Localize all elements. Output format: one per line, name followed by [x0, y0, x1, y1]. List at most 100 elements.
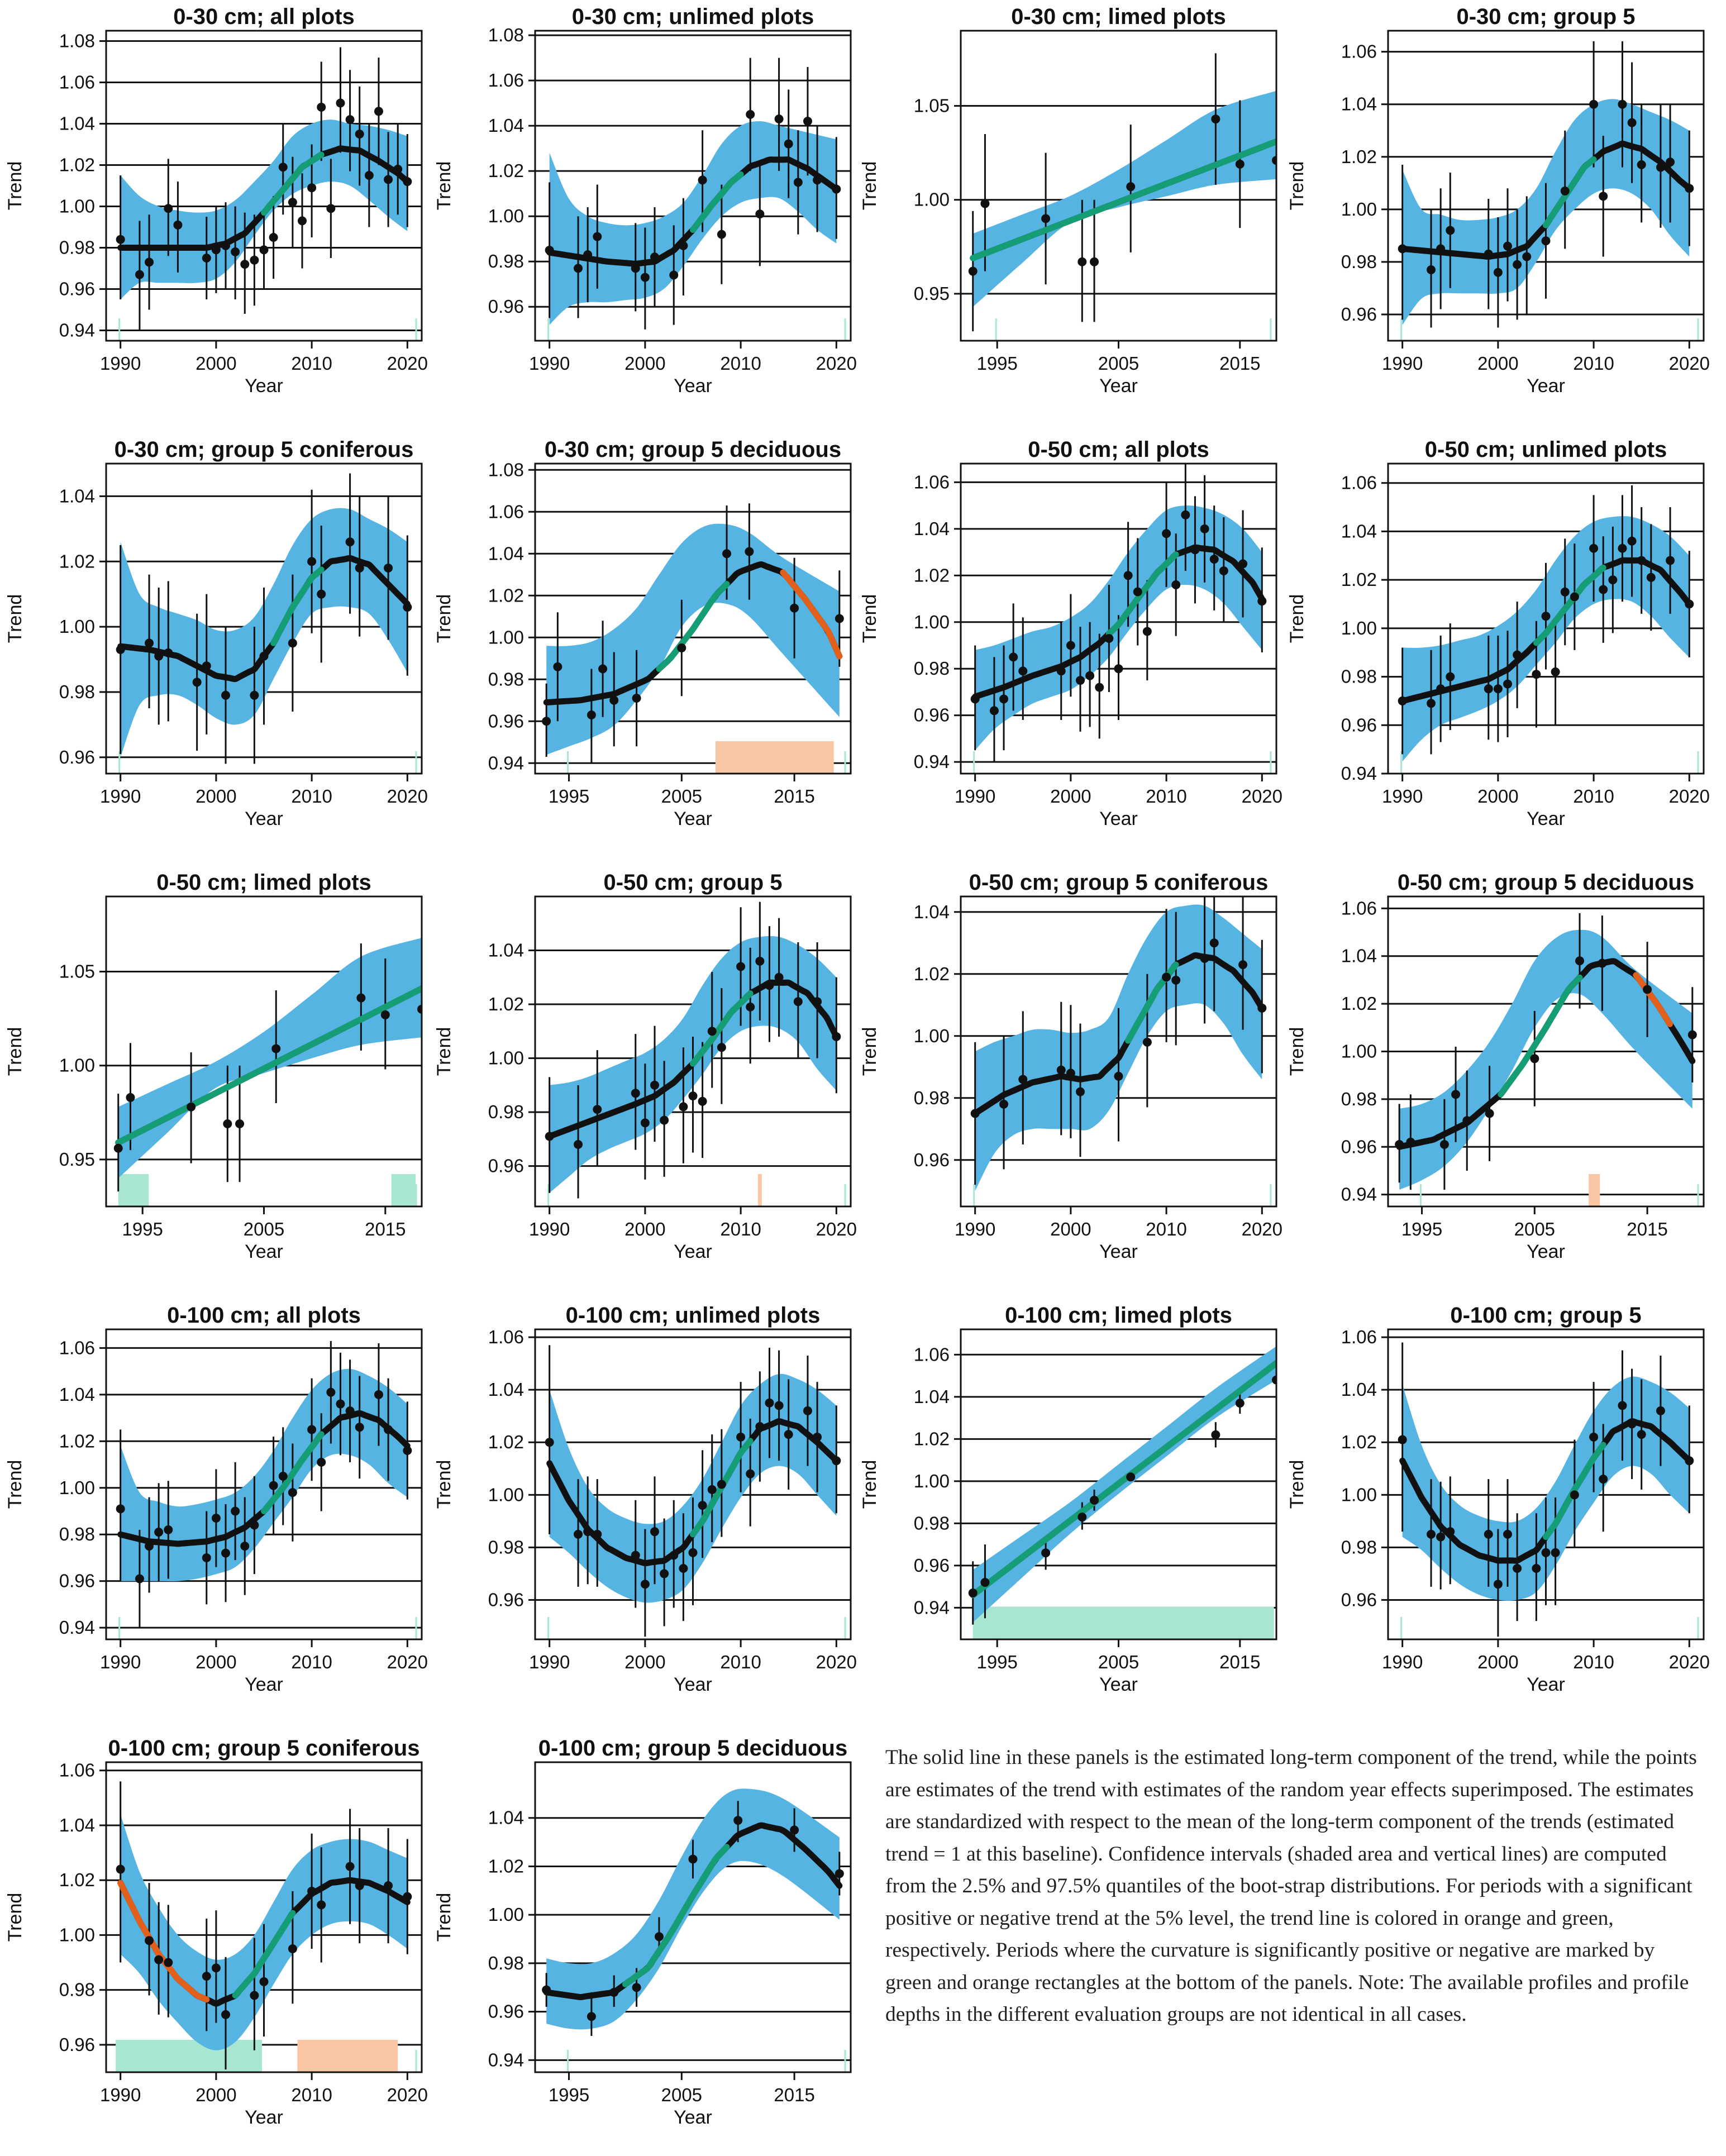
y-tick-label: 0.96 — [914, 1149, 950, 1170]
panel-title: 0-30 cm; limed plots — [1011, 4, 1226, 29]
y-tick-label: 1.06 — [914, 471, 950, 492]
data-point — [1685, 1456, 1694, 1466]
data-point — [1200, 524, 1209, 533]
data-point — [374, 1390, 383, 1399]
data-point — [384, 175, 393, 184]
data-point — [154, 651, 164, 661]
data-point — [1200, 954, 1209, 963]
confidence-band — [546, 523, 840, 755]
y-tick-label: 0.98 — [59, 1979, 95, 2000]
data-point — [1560, 587, 1570, 597]
data-point — [145, 1542, 154, 1551]
x-axis-label: Year — [245, 1674, 283, 1695]
data-point — [980, 199, 990, 208]
y-tick-label: 1.04 — [488, 940, 524, 961]
data-point — [1589, 543, 1599, 553]
data-point — [364, 171, 374, 180]
data-point — [1219, 566, 1228, 575]
y-axis-label: Trend — [1286, 1460, 1308, 1509]
plot-area — [116, 47, 417, 341]
data-point — [1484, 249, 1493, 259]
data-point — [1209, 938, 1219, 948]
data-point — [1618, 99, 1627, 109]
data-point — [187, 1102, 196, 1112]
data-point — [587, 710, 596, 719]
data-point — [980, 1578, 990, 1587]
x-tick-label: 2020 — [1669, 1652, 1710, 1672]
data-point — [1009, 652, 1018, 662]
panel: 0-50 cm; unlimed plots 0.94 0.96 0.98 1.00 1.… — [1286, 437, 1710, 829]
confidence-band — [549, 121, 837, 325]
y-tick-label: 0.95 — [914, 283, 950, 304]
data-point — [790, 1825, 799, 1835]
x-tick-label: 2000 — [624, 1219, 665, 1239]
data-point — [803, 117, 812, 126]
data-point — [269, 233, 278, 242]
data-point — [1685, 599, 1694, 609]
x-tick-label: 2010 — [291, 2085, 332, 2105]
curvature-rect — [715, 741, 834, 774]
data-point — [835, 614, 844, 623]
curvature-rect — [972, 1607, 1274, 1639]
y-tick-label: 1.06 — [59, 1337, 95, 1358]
y-tick-label: 1.04 — [488, 543, 524, 564]
y-tick-label: 0.94 — [914, 1597, 950, 1618]
data-point — [355, 130, 364, 139]
x-tick-label: 2005 — [244, 1219, 284, 1239]
data-point — [1076, 676, 1085, 685]
x-tick-label: 2000 — [624, 353, 665, 374]
panel: 0-100 cm; all plots 0.94 0.96 0.98 1.00 1.02 1… — [4, 1303, 428, 1695]
x-tick-label: 2020 — [816, 1219, 857, 1239]
data-point — [223, 1119, 232, 1128]
trend-green-segment — [970, 139, 1276, 261]
data-point — [553, 662, 562, 671]
data-point — [755, 956, 765, 966]
data-point — [326, 204, 336, 213]
y-tick-label: 1.00 — [1341, 1484, 1377, 1505]
panel: 0-100 cm; unlimed plots 0.96 0.98 1.00 1.02 1… — [433, 1303, 857, 1695]
y-axis-label: Trend — [1286, 594, 1308, 643]
data-point — [1126, 182, 1136, 192]
plot-frame — [534, 30, 852, 342]
data-point — [679, 1564, 688, 1573]
data-point — [1451, 1090, 1461, 1099]
data-point — [774, 1401, 784, 1410]
x-tick-label: 1995 — [122, 1219, 163, 1239]
confidence-band — [1402, 1376, 1690, 1601]
data-point — [1666, 158, 1675, 167]
data-point — [999, 1099, 1009, 1109]
y-tick-label: 1.02 — [59, 1869, 95, 1890]
data-point — [746, 1002, 755, 1012]
data-point — [250, 690, 259, 700]
y-tick-label: 1.08 — [59, 31, 95, 51]
y-tick-label: 1.08 — [488, 25, 524, 45]
y-tick-label: 1.02 — [914, 565, 950, 585]
data-point — [1211, 115, 1220, 124]
data-point — [574, 264, 583, 273]
data-point — [774, 972, 784, 982]
x-tick-label: 2000 — [624, 1652, 665, 1672]
data-point — [154, 1955, 164, 1964]
y-tick-label: 0.98 — [1341, 1537, 1377, 1557]
y-tick-label: 1.02 — [59, 1430, 95, 1451]
data-point — [574, 1140, 583, 1149]
x-tick-label: 1990 — [529, 1219, 570, 1239]
data-point — [164, 1958, 173, 1967]
y-tick-label: 1.02 — [488, 1856, 524, 1876]
data-point — [173, 220, 183, 230]
y-tick-label: 1.04 — [59, 485, 95, 506]
data-point — [736, 1432, 746, 1442]
data-point — [1532, 1564, 1541, 1573]
trend-green-segment — [232, 1910, 296, 1998]
data-point — [1209, 555, 1219, 564]
data-point — [574, 1529, 583, 1539]
data-point — [1427, 265, 1436, 275]
data-point — [632, 1983, 641, 1992]
data-point — [1589, 99, 1599, 109]
data-point — [126, 1093, 135, 1102]
x-tick-label: 1995 — [549, 786, 589, 807]
x-tick-label: 1995 — [976, 1652, 1017, 1672]
data-point — [650, 1080, 660, 1090]
plot-area — [116, 1341, 417, 1639]
y-tick-label: 1.02 — [1341, 146, 1377, 167]
